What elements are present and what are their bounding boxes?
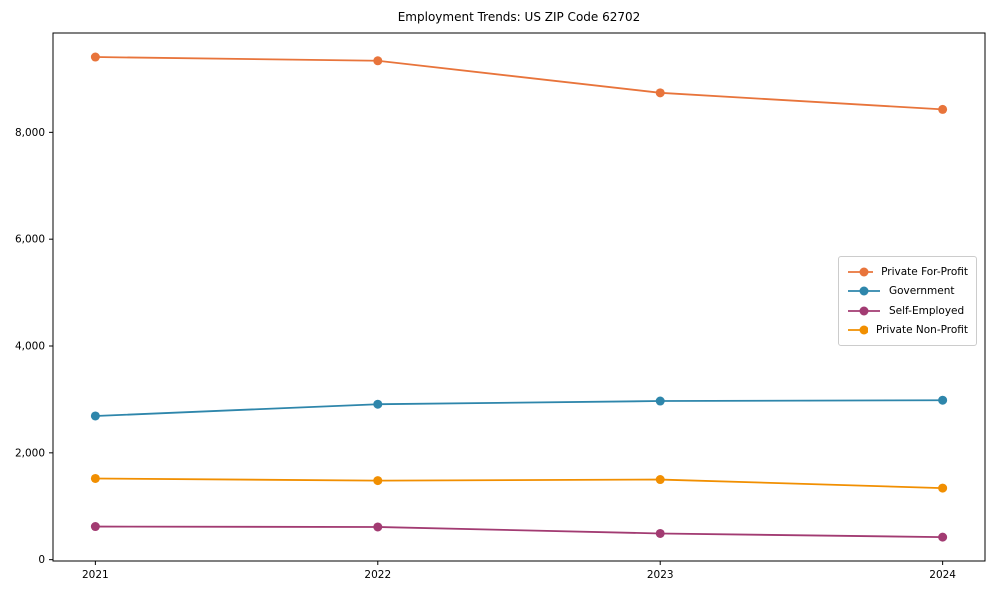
legend-item-private-for-profit: Private For-Profit (847, 262, 968, 282)
data-point-private-for-profit-2021 (90, 52, 100, 62)
data-point-private-non-profit-2021 (90, 473, 100, 483)
data-point-government-2022 (373, 399, 383, 409)
data-point-self-employed-2023 (655, 528, 665, 538)
legend-marker-private-non-profit (848, 325, 868, 335)
data-point-self-employed-2024 (938, 532, 948, 542)
series-line-private-for-profit (95, 56, 943, 111)
legend: Private For-Profit Government Self-Employe… (838, 256, 977, 346)
data-point-self-employed-2021 (90, 522, 100, 532)
data-point-private-non-profit-2023 (655, 475, 665, 485)
legend-marker-government (848, 286, 880, 296)
data-point-government-2023 (655, 396, 665, 406)
y-tick-label: 6,000 (15, 234, 45, 246)
data-point-private-for-profit-2022 (373, 56, 383, 66)
legend-label: Private For-Profit (881, 265, 968, 278)
data-point-private-for-profit-2024 (938, 104, 948, 114)
series-line-self-employed (95, 525, 943, 539)
data-point-private-for-profit-2023 (655, 88, 665, 98)
y-tick-label: 0 (38, 554, 45, 566)
plot-frame (52, 32, 986, 562)
legend-item-private-non-profit: Private Non-Profit (847, 321, 968, 341)
x-tick-label: 2022 (364, 569, 391, 581)
chart-title: Employment Trends: US ZIP Code 62702 (397, 10, 641, 24)
data-point-private-non-profit-2024 (938, 483, 948, 493)
x-tick-label: 2024 (929, 569, 956, 581)
legend-item-self-employed: Self-Employed (847, 301, 968, 321)
data-point-government-2024 (938, 395, 948, 405)
x-tick-label: 2021 (82, 569, 109, 581)
data-point-self-employed-2022 (373, 522, 383, 532)
legend-marker-private-for-profit (848, 267, 874, 277)
legend-label: Self-Employed (889, 304, 965, 317)
legend-label: Private Non-Profit (875, 324, 968, 337)
legend-item-government: Government (847, 282, 968, 302)
legend-marker-self-employed (848, 306, 880, 316)
y-tick-label: 2,000 (15, 447, 45, 459)
x-tick-label: 2023 (647, 569, 674, 581)
y-tick-label: 8,000 (15, 127, 45, 139)
data-point-private-non-profit-2022 (373, 476, 383, 486)
legend-label: Government (889, 285, 955, 298)
data-point-government-2021 (90, 411, 100, 421)
series-line-private-non-profit (95, 477, 943, 489)
series-line-government (95, 399, 943, 417)
y-tick-label: 4,000 (15, 341, 45, 353)
